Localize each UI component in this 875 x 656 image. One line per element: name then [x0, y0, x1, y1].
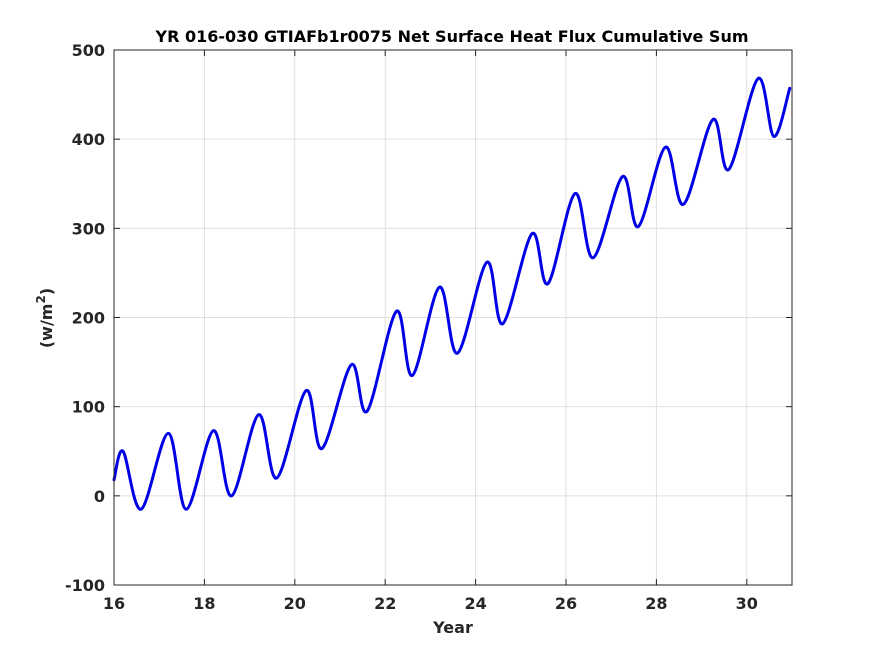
grid — [113, 49, 792, 586]
x-axis-label: Year — [432, 618, 473, 637]
x-tick-label: 24 — [464, 594, 486, 613]
y-tick-label: 100 — [72, 398, 105, 417]
ticks: 16 18 20 22 24 26 28 30 -100 0 100 200 300 400 500 — [65, 41, 792, 613]
y-tick-label: 300 — [72, 219, 105, 238]
y-tick-label: 200 — [72, 309, 105, 328]
y-tick-label: 500 — [72, 41, 105, 60]
y-axis-label-sup: 2 — [34, 295, 48, 303]
series — [112, 77, 792, 511]
x-tick-label: 28 — [645, 594, 667, 613]
x-tick-label: 18 — [193, 594, 215, 613]
x-tick-label: 16 — [103, 594, 125, 613]
y-tick-label: -100 — [65, 576, 105, 595]
x-tick-label: 26 — [555, 594, 577, 613]
y-tick-label: 400 — [72, 130, 105, 149]
x-tick-label: 20 — [284, 594, 306, 613]
y-axis-label-close: ) — [37, 288, 56, 295]
y-axis-label: (w/m2) — [34, 288, 56, 348]
chart-title: YR 016-030 GTIAFb1r0075 Net Surface Heat… — [154, 27, 748, 46]
x-tick-label: 30 — [736, 594, 758, 613]
y-axis-label-main: (w/m — [37, 304, 56, 349]
series-line — [112, 77, 792, 511]
axes-box — [113, 49, 793, 586]
x-tick-label: 22 — [374, 594, 396, 613]
y-tick-label: 0 — [94, 487, 105, 506]
